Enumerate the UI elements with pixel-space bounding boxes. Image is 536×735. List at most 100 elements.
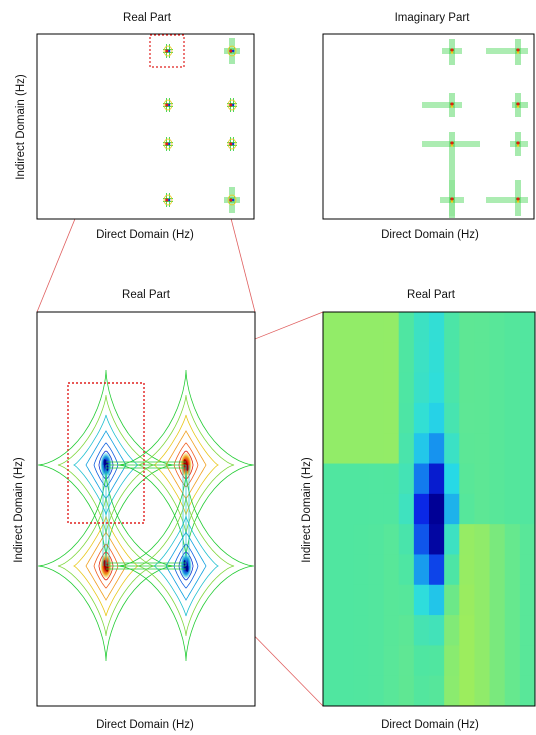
peak-marker bbox=[227, 137, 237, 151]
heatmap-cell bbox=[398, 402, 415, 434]
heatmap-cell bbox=[368, 402, 385, 434]
heatmap-cell bbox=[429, 463, 445, 495]
heatmap-cell bbox=[353, 524, 369, 555]
heatmap-cell bbox=[489, 584, 506, 616]
heatmap-cell bbox=[519, 675, 536, 707]
heatmap-cell bbox=[474, 372, 491, 404]
heatmap-cell bbox=[353, 372, 369, 404]
heatmap-cell bbox=[383, 342, 400, 374]
peak-marker bbox=[163, 193, 173, 207]
peak-core-mid bbox=[450, 51, 454, 54]
dispersive-peak bbox=[422, 93, 462, 117]
heatmap-cell bbox=[489, 554, 506, 586]
heatmap-cell bbox=[459, 463, 475, 495]
peak-core-mid bbox=[516, 144, 520, 147]
heatmap-cell bbox=[323, 675, 339, 707]
heatmap-cell bbox=[429, 645, 445, 677]
heatmap-cell bbox=[459, 615, 475, 646]
peak-core-negative bbox=[232, 103, 235, 107]
peak-core-positive bbox=[450, 197, 454, 201]
heatmap-cell bbox=[489, 524, 506, 555]
panel-bottom-left: Real Part Direct Domain (Hz) Indirect Do… bbox=[13, 289, 256, 731]
heatmap-cell bbox=[504, 584, 521, 616]
contour-line bbox=[57, 496, 155, 636]
heatmap-cell bbox=[519, 554, 536, 586]
heatmap-cell bbox=[429, 615, 445, 646]
heatmap-cell bbox=[323, 312, 339, 343]
heatmap-cell bbox=[398, 584, 415, 616]
heatmap-cell bbox=[368, 312, 385, 343]
contour-group bbox=[38, 370, 254, 661]
heatmap-cell bbox=[444, 402, 460, 434]
heatmap-cell bbox=[413, 372, 430, 404]
heatmap-cell bbox=[489, 463, 506, 495]
heatmap-cell bbox=[413, 433, 430, 465]
heatmap-cell bbox=[489, 675, 506, 707]
heatmap-cell bbox=[413, 312, 430, 343]
dispersive-peak bbox=[486, 39, 528, 65]
peak-core-positive bbox=[516, 102, 520, 106]
heatmap-cell bbox=[519, 372, 536, 404]
heatmap-cell bbox=[398, 615, 415, 646]
heatmap-cell bbox=[474, 402, 491, 434]
x-axis-label: Direct Domain (Hz) bbox=[96, 229, 194, 241]
contour-line bbox=[85, 531, 127, 601]
peak-core-mid bbox=[516, 105, 520, 108]
heatmap-cell bbox=[429, 372, 445, 404]
peak-core-negative bbox=[232, 49, 235, 53]
heatmap-cell bbox=[459, 554, 475, 586]
heatmap-cell bbox=[368, 372, 385, 404]
heatmap-cell bbox=[429, 675, 445, 707]
peak-core-negative bbox=[168, 198, 171, 202]
heatmap-cell bbox=[398, 463, 415, 495]
heatmap-cell bbox=[444, 433, 460, 465]
heatmap-cell bbox=[504, 675, 521, 707]
heatmap-cell bbox=[429, 524, 445, 555]
heatmap-cell bbox=[413, 584, 430, 616]
heatmap-cell bbox=[444, 615, 460, 646]
heatmap-cell bbox=[323, 433, 339, 465]
heatmap-cell bbox=[353, 402, 369, 434]
heatmap-cell bbox=[444, 584, 460, 616]
heatmap-cell bbox=[429, 554, 445, 586]
heatmap-cell bbox=[444, 342, 460, 374]
contour-line bbox=[57, 395, 155, 535]
heatmap-cell bbox=[474, 584, 491, 616]
heatmap-cell bbox=[474, 342, 491, 374]
heatmap-cell bbox=[383, 554, 400, 586]
heatmap-cell bbox=[474, 463, 491, 495]
heatmap-cell bbox=[383, 584, 400, 616]
heatmap-cell bbox=[383, 493, 400, 525]
zoom-region-box bbox=[149, 34, 185, 68]
heatmap-cell bbox=[489, 433, 506, 465]
heatmap-cell bbox=[444, 312, 460, 343]
heatmap-cell bbox=[398, 433, 415, 465]
peak-core-positive bbox=[229, 49, 233, 53]
contour-line bbox=[73, 414, 139, 516]
heatmap-cell bbox=[383, 615, 400, 646]
heatmap-cell bbox=[474, 493, 491, 525]
heatmap-cell bbox=[338, 312, 354, 343]
heatmap-cell bbox=[368, 615, 385, 646]
heatmap-cell bbox=[504, 433, 521, 465]
heatmap-cell bbox=[459, 645, 475, 677]
heatmap-cell bbox=[353, 312, 369, 343]
heatmap-cell bbox=[519, 524, 536, 555]
heatmap-cell bbox=[444, 675, 460, 707]
heatmap-cell bbox=[504, 645, 521, 677]
peak-marker bbox=[227, 98, 237, 112]
heatmap-cell bbox=[338, 554, 354, 586]
peak-marker bbox=[163, 137, 173, 151]
contour-line bbox=[73, 515, 139, 617]
contour-line bbox=[118, 370, 254, 560]
heatmap-cell bbox=[519, 312, 536, 343]
peak-core-positive bbox=[450, 48, 454, 52]
dispersive-peak bbox=[442, 39, 462, 65]
heatmap-cell bbox=[368, 554, 385, 586]
heatmap-cell bbox=[429, 402, 445, 434]
heatmap-cell bbox=[474, 433, 491, 465]
heatmap-cell bbox=[459, 372, 475, 404]
heatmap-cell bbox=[489, 372, 506, 404]
y-axis-label: Indirect Domain (Hz) bbox=[15, 74, 27, 180]
panel-title: Real Part bbox=[123, 12, 172, 24]
